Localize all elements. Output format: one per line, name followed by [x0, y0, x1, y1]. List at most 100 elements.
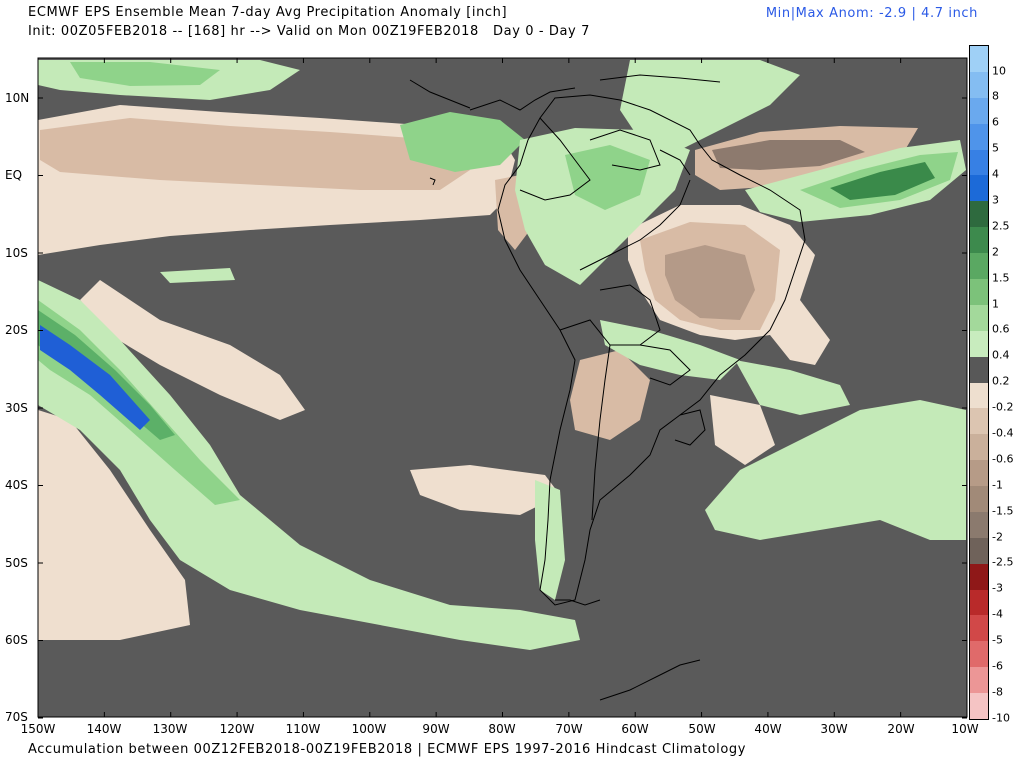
east-pacific-wet-patch — [400, 112, 525, 172]
galapagos-islands — [429, 177, 436, 186]
colorbar-label: 3 — [992, 193, 999, 207]
colombia-border — [519, 117, 591, 201]
colorbar-label: -10 — [992, 711, 1010, 725]
lon-label-110w: 110W — [285, 722, 321, 736]
colorbar-label: 1.5 — [992, 271, 1010, 285]
colorbar-label: 4 — [992, 167, 999, 181]
colorbar-swatch — [970, 589, 988, 616]
colorbar-label: 2.5 — [992, 219, 1010, 233]
colorbar-swatch — [970, 537, 988, 564]
lon-label-120w: 120W — [219, 722, 255, 736]
lon-label-40w: 40W — [754, 722, 782, 736]
north-pacific-wet-core — [70, 62, 220, 86]
lon-label-130w: 130W — [152, 722, 188, 736]
colorbar-label: 0.4 — [992, 348, 1010, 362]
spcz-very-wet — [40, 325, 150, 430]
footer-note: Accumulation between 00Z12FEB2018-00Z19F… — [28, 742, 747, 757]
southeast-pacific-dry-band — [410, 465, 560, 515]
colorbar-label: -0.6 — [992, 452, 1014, 466]
colorbar-swatch — [970, 201, 988, 228]
colorbar-swatch — [970, 615, 988, 642]
lon-label-50w: 50W — [688, 722, 716, 736]
lon-label-30w: 30W — [820, 722, 848, 736]
south-america-coastline — [497, 94, 806, 606]
atlantic-wet-core — [830, 162, 935, 200]
colorbar-label: -2 — [992, 530, 1003, 543]
tierra-del-fuego — [555, 599, 601, 606]
lon-label-20w: 20W — [887, 722, 915, 736]
colorbar-swatch — [970, 278, 988, 305]
colorbar-swatch — [970, 97, 988, 124]
lon-label-70w: 70W — [555, 722, 583, 736]
dry-anomalies — [38, 105, 918, 640]
far-southwest-dry — [38, 410, 190, 640]
colorbar-swatch — [970, 511, 988, 538]
colorbar-swatch — [970, 408, 988, 435]
colorbar-label: -5 — [992, 633, 1003, 647]
wet-anomalies — [38, 60, 966, 650]
colorbar-label: -6 — [992, 659, 1003, 673]
venezuela-border — [589, 129, 661, 171]
colorbar-label: -4 — [992, 607, 1003, 621]
colorbar-swatch — [970, 434, 988, 461]
colorbar-swatch — [970, 71, 988, 98]
lon-label-60w: 60W — [621, 722, 649, 736]
argentina-dry-area — [570, 350, 650, 440]
south-atlantic-wet — [705, 400, 966, 540]
andes-border — [559, 319, 611, 521]
colorbar-swatch — [970, 641, 988, 668]
colorbar-swatch — [970, 175, 988, 202]
colorbar-swatch — [970, 46, 988, 72]
lat-label-40s: 40S — [5, 478, 28, 492]
lon-label-100w: 100W — [351, 722, 387, 736]
lon-label-90w: 90W — [422, 722, 450, 736]
subtropical-pacific-wet-patch — [160, 268, 235, 283]
colorbar-label: -1 — [992, 478, 1003, 492]
colorbar-swatch — [970, 330, 988, 357]
bolivia-border — [599, 284, 661, 346]
colorbar-swatch — [970, 563, 988, 590]
lat-label-30s: 30S — [5, 401, 28, 415]
colorbar-label: 8 — [992, 89, 999, 103]
title-line-2: Init: 00Z05FEB2018 -- [168] hr --> Valid… — [28, 24, 590, 39]
colorbar-label: -2.5 — [992, 555, 1014, 569]
axis-ticks — [37, 58, 968, 719]
equatorial-pacific-dry-core — [40, 118, 470, 190]
min-max-anomaly: Min|Max Anom: -2.9 | 4.7 inch — [765, 6, 978, 21]
paraguay-border — [639, 344, 691, 386]
colorbar-swatch — [970, 486, 988, 513]
lon-label-10w: 10W — [951, 722, 979, 736]
lat-label-eq: EQ — [5, 168, 23, 182]
lat-label-60s: 60S — [5, 633, 28, 647]
caribbean-islands — [599, 74, 721, 83]
colorbar-label: -3 — [992, 581, 1003, 595]
caribbean-wet — [620, 60, 800, 150]
lon-label-150w: 150W — [20, 722, 56, 736]
south-brazil-coast-wet — [735, 360, 850, 415]
colorbar-label: 1 — [992, 297, 999, 311]
title-line-1: ECMWF EPS Ensemble Mean 7-day Avg Precip… — [28, 5, 508, 20]
colorbar-label: 2 — [992, 245, 999, 259]
colorbar-swatch — [970, 123, 988, 150]
brazil-dry-core — [665, 245, 755, 320]
brazil-west-border — [579, 179, 691, 271]
uruguay-border — [674, 409, 706, 446]
colorbar-label: -1.5 — [992, 504, 1014, 518]
colorbar-swatch — [970, 693, 988, 720]
colorbar-swatch — [970, 460, 988, 487]
colorbar-label: 0.6 — [992, 322, 1010, 336]
colorbar-swatch — [970, 227, 988, 254]
colorbar-swatch — [970, 304, 988, 331]
lat-label-10n: 10N — [5, 91, 30, 105]
south-pacific-convergence-wet — [38, 280, 580, 650]
colorbar — [969, 45, 989, 720]
lat-label-20s: 20S — [5, 323, 28, 337]
antarctic-peninsula — [599, 659, 701, 701]
colorbar-label: 5 — [992, 141, 999, 155]
south-atlantic-dry-patch — [710, 395, 775, 465]
lon-label-80w: 80W — [488, 722, 516, 736]
colorbar-label: 10 — [992, 64, 1006, 78]
patagonia-wet — [535, 480, 565, 600]
colorbar-swatch — [970, 667, 988, 694]
